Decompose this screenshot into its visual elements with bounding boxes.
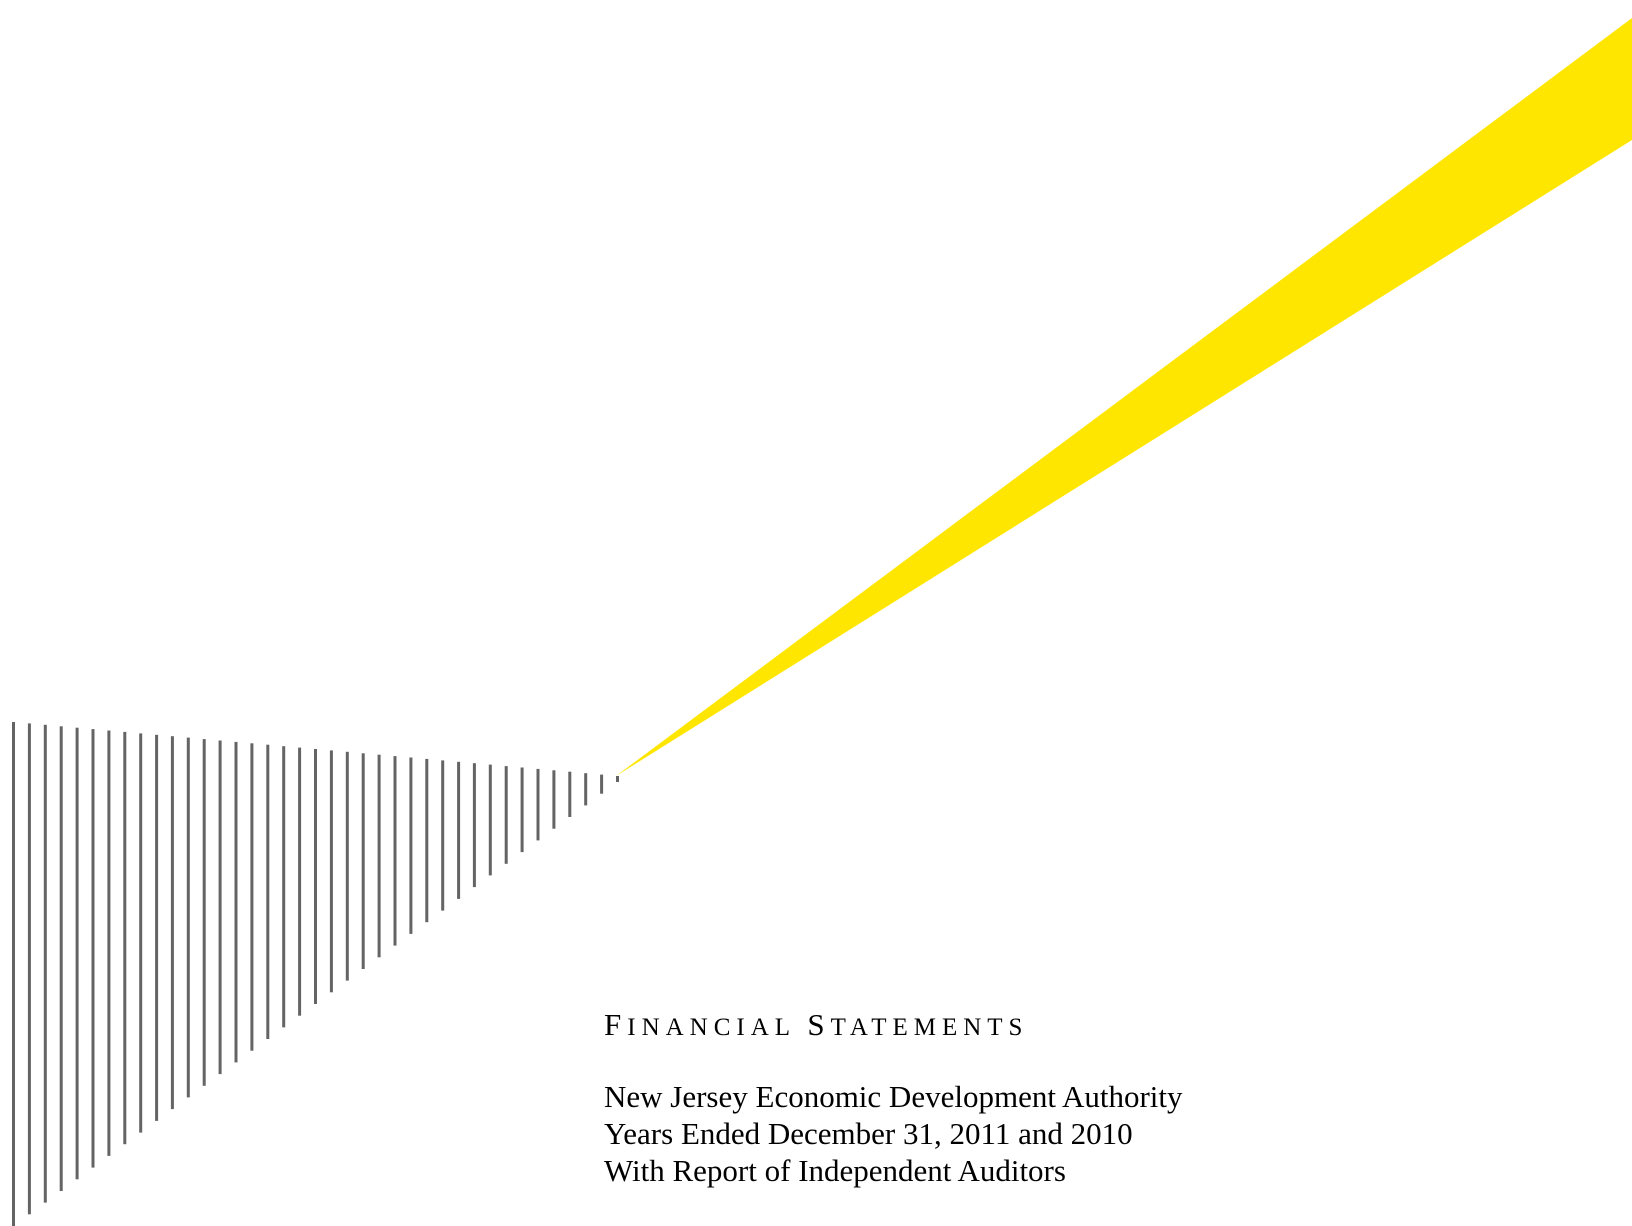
stripe [282,746,286,1028]
stripe [472,763,476,888]
stripe [536,768,540,841]
stripe [27,723,31,1215]
stripe [155,734,159,1121]
stripe [377,754,381,958]
stripe [329,750,333,993]
doc-type-word-financial: FINANCIAL [604,1009,796,1042]
stripe [457,761,461,899]
period-line: Years Ended December 31, 2011 and 2010 [604,1116,1133,1151]
stripe [186,737,190,1098]
doc-type-rest: TATEMENTS [830,1014,1029,1041]
stripe [43,724,47,1203]
doc-type-initial: S [807,1007,831,1042]
stripe [170,736,174,1110]
document-type-heading: FINANCIAL STATEMENTS [604,1009,1504,1044]
stripe [361,753,365,969]
stripe [616,776,619,782]
gray-stripes [12,722,619,1226]
stripe [600,774,604,794]
report-line: With Report of Independent Auditors [604,1153,1066,1188]
stripe [218,740,222,1075]
stripe [314,749,317,1004]
stripe [552,770,556,829]
stripe [107,730,111,1156]
cover-title-block: FINANCIAL STATEMENTS New Jersey Economic… [604,1009,1504,1189]
stripe [584,773,588,806]
stripe [202,739,206,1086]
stripe [520,767,524,853]
stripe [91,729,95,1168]
stripe [298,747,302,1016]
entity-name: New Jersey Economic Development Authorit… [604,1079,1183,1114]
stripe [409,757,413,934]
doc-type-initial: F [604,1007,628,1042]
stripe [139,733,143,1133]
stripe [12,722,15,1226]
stripe [234,741,238,1063]
stripe [345,751,349,981]
doc-type-word-statements: STATEMENTS [807,1009,1029,1042]
stripe [441,760,445,911]
stripe [59,726,63,1191]
stripe [488,764,492,876]
stripe [266,744,270,1039]
stripe [75,727,79,1180]
yellow-beam [616,18,1632,776]
stripe [123,731,127,1145]
stripe [568,771,572,817]
doc-type-rest: INANCIAL [627,1014,796,1041]
stripe [504,766,508,864]
stripe [425,758,429,923]
stripe [250,743,254,1051]
document-description: New Jersey Economic Development Authorit… [604,1078,1504,1189]
stripe [393,756,397,946]
